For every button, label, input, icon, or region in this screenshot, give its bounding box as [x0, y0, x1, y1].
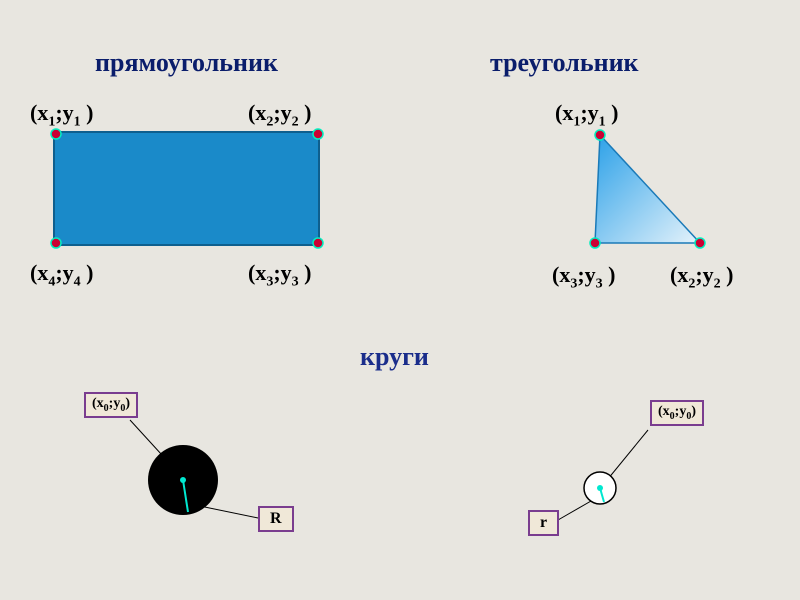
- radius-label-big: R: [258, 506, 294, 532]
- coord-label: (x1;y1 ): [30, 100, 93, 130]
- coord-label: (x3;y3 ): [248, 260, 311, 290]
- coord-label: (x2;y2 ): [670, 262, 733, 292]
- coord-label: (x4;y4 ): [30, 260, 93, 290]
- coord-label: (x2;y2 ): [248, 100, 311, 130]
- coord-label: (x3;y3 ): [552, 262, 615, 292]
- radius-label-small: r: [528, 510, 559, 536]
- coord-label-center: (x0;y0): [650, 400, 704, 426]
- coord-label-center: (x0;y0): [84, 392, 138, 418]
- center-dot: [597, 485, 603, 491]
- open-circle-diagram: [0, 0, 800, 600]
- coord-label: (x1;y1 ): [555, 100, 618, 130]
